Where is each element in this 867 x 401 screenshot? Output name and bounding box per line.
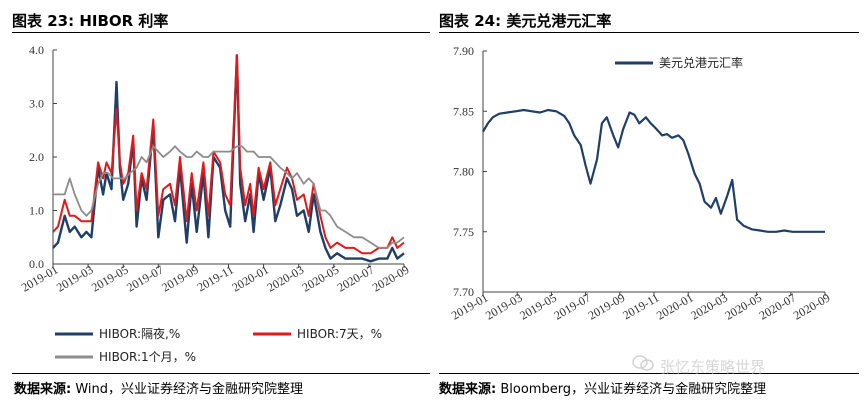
left-title-rule (12, 32, 430, 33)
y-tick-label: 7.75 (453, 225, 474, 239)
right-title-rule (439, 32, 859, 33)
x-tick-label: 2020-07 (757, 290, 799, 322)
x-tick-label: 2019-11 (195, 262, 236, 294)
right-source-rule (439, 373, 859, 374)
series-line-2 (52, 54, 405, 255)
x-tick-label: 2019-03 (54, 262, 96, 294)
hibor-line-chart: 0.01.02.03.04.02019-012019-032019-052019… (19, 43, 412, 364)
right-source: 数据来源: Bloomberg，兴业证券经济与金融研究院整理 (439, 378, 766, 397)
series-line-1 (52, 54, 405, 263)
usd-hkd-line-chart: 7.707.757.807.857.902019-012019-032019-0… (449, 44, 833, 323)
left-source-label: 数据来源: (14, 382, 72, 397)
x-tick-label: 2020-07 (335, 262, 377, 294)
legend-label-1: HIBOR:隔夜,% (99, 326, 180, 341)
x-tick-label: 2020-09 (791, 290, 833, 322)
right-source-label: 数据来源: (439, 382, 497, 397)
x-tick-label: 2020-05 (300, 262, 342, 294)
x-tick-label: 2020-01 (229, 262, 271, 294)
y-tick-label: 2.0 (29, 150, 44, 164)
x-tick-label: 2019-03 (483, 290, 525, 322)
legend-label-3: HIBOR:1个月，% (99, 350, 196, 364)
x-tick-label: 2020-03 (265, 262, 307, 294)
right-source-text: Bloomberg，兴业证券经济与金融研究院整理 (500, 382, 767, 397)
left-chart-title: 图表 23: HIBOR 利率 (12, 12, 169, 30)
x-tick-label: 2020-09 (370, 262, 412, 294)
left-chart-panel: 图表 23: HIBOR 利率 0.0 1.0 2.0 3.0 4.0 2019-01 20… (0, 0, 433, 401)
y-tick-label: 0.0 (29, 257, 44, 271)
series-line-1 (482, 108, 825, 233)
x-tick-label: 2020-03 (688, 290, 730, 322)
left-source-text: Wind，兴业证券经济与金融研究院整理 (75, 382, 304, 397)
y-tick-label: 3.0 (29, 97, 44, 111)
x-tick-label: 2019-11 (620, 290, 661, 322)
legend-label-2: HIBOR:7天，% (297, 327, 382, 341)
x-tick-label: 2019-05 (517, 290, 559, 322)
series-line-3 (53, 145, 405, 249)
right-chart-panel: 图表 24: 美元兑港元汇率 7.70 7.75 7.80 7.85 7.90 2019-… (433, 0, 867, 401)
x-tick-label: 2020-05 (722, 290, 764, 322)
wechat-icon (632, 355, 654, 371)
y-tick-label: 7.90 (453, 44, 474, 58)
y-tick-label: 4.0 (29, 43, 44, 57)
y-tick-label: 7.85 (453, 104, 474, 118)
watermark: 张忆东策略世界 (660, 358, 766, 376)
left-source-rule (12, 373, 430, 374)
x-tick-label: 2020-01 (654, 290, 696, 322)
x-tick-label: 2019-07 (124, 262, 166, 294)
x-tick-label: 2019-07 (551, 290, 593, 322)
y-tick-label: 7.70 (453, 285, 474, 299)
left-source: 数据来源: Wind，兴业证券经济与金融研究院整理 (14, 378, 303, 397)
legend-label-1: 美元兑港元汇率 (659, 55, 743, 70)
x-tick-label: 2019-09 (159, 262, 201, 294)
x-tick-label: 2019-09 (586, 290, 628, 322)
x-tick-label: 2019-05 (89, 262, 131, 294)
right-chart-title: 图表 24: 美元兑港元汇率 (439, 12, 612, 30)
y-tick-label: 1.0 (29, 204, 44, 218)
y-tick-label: 7.80 (453, 165, 474, 179)
